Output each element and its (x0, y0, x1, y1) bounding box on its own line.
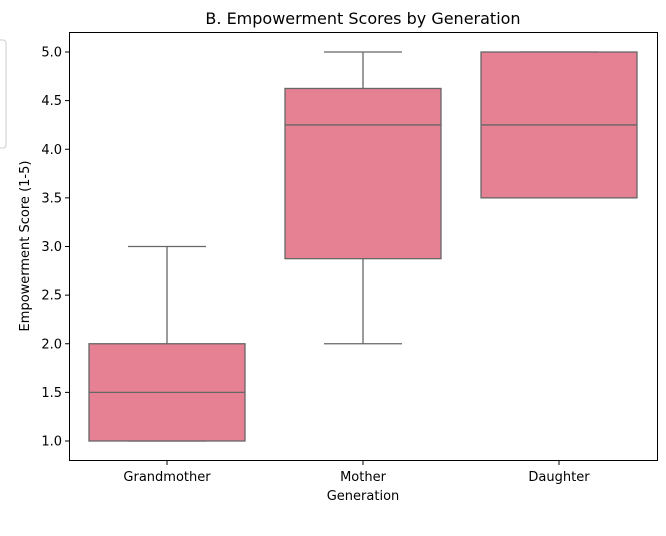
y-tick-label: 3.5 (41, 191, 62, 206)
partial-legend-frame (0, 39, 7, 149)
x-tick-label: Grandmother (123, 470, 211, 485)
y-tick-label: 1.5 (41, 386, 62, 401)
y-tick-label: 2.0 (41, 337, 62, 352)
x-tick-label: Mother (340, 470, 387, 485)
y-tick-label: 4.5 (41, 94, 62, 109)
y-tick-label: 5.0 (41, 46, 62, 61)
y-axis-label: Empowerment Score (1-5) (18, 161, 33, 332)
y-tick-label: 2.5 (41, 289, 62, 304)
box-mother (284, 87, 442, 260)
x-tick-label: Daughter (528, 470, 590, 485)
y-tick-label: 4.0 (41, 143, 62, 158)
y-tick-label: 3.0 (41, 240, 62, 255)
chart-title: B. Empowerment Scores by Generation (205, 9, 520, 28)
plot-frame (69, 32, 658, 461)
x-axis-label: Generation (327, 489, 400, 504)
y-tick-label: 1.0 (41, 435, 62, 450)
